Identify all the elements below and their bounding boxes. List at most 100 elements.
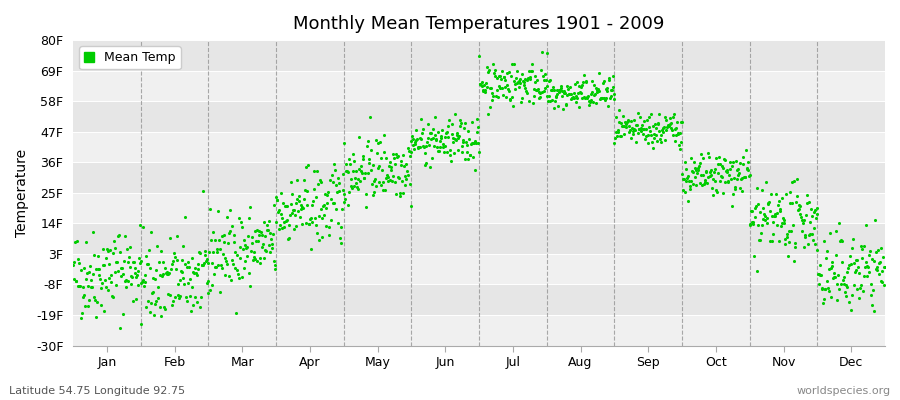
- Point: [734, 160, 748, 166]
- Point: [73, 282, 87, 289]
- Point: [617, 123, 632, 130]
- Point: [322, 232, 337, 238]
- Point: [616, 113, 630, 119]
- Point: [716, 156, 731, 162]
- Point: [593, 96, 608, 102]
- Point: [837, 281, 851, 287]
- Point: [276, 219, 291, 226]
- Point: [873, 258, 887, 265]
- Point: [146, 288, 160, 295]
- Point: [449, 130, 464, 136]
- Point: [551, 103, 565, 110]
- Point: [189, 270, 203, 277]
- Point: [470, 116, 484, 123]
- Point: [620, 118, 634, 125]
- Point: [565, 95, 580, 101]
- Point: [630, 110, 644, 116]
- Point: [288, 200, 302, 207]
- Point: [484, 85, 499, 91]
- Point: [346, 151, 360, 157]
- Point: [236, 246, 250, 252]
- Point: [331, 188, 346, 194]
- Point: [770, 202, 785, 208]
- Point: [715, 162, 729, 169]
- Point: [624, 118, 638, 124]
- Point: [144, 229, 158, 235]
- Point: [88, 265, 103, 272]
- Point: [857, 273, 871, 279]
- Point: [657, 137, 671, 143]
- Point: [496, 92, 510, 99]
- Point: [695, 182, 709, 188]
- Point: [836, 274, 850, 280]
- Point: [350, 184, 365, 190]
- Point: [659, 127, 673, 133]
- Point: [627, 126, 642, 132]
- Point: [503, 97, 517, 104]
- Point: [477, 82, 491, 88]
- Point: [506, 103, 520, 109]
- Point: [78, 239, 93, 245]
- Point: [577, 72, 591, 78]
- Point: [852, 270, 867, 276]
- Point: [186, 302, 201, 308]
- Point: [243, 204, 257, 210]
- Point: [686, 181, 700, 188]
- Point: [292, 198, 306, 205]
- Point: [257, 255, 272, 261]
- Point: [212, 208, 226, 214]
- Point: [433, 144, 447, 150]
- Point: [718, 179, 733, 185]
- Point: [387, 155, 401, 161]
- Point: [828, 274, 842, 280]
- Point: [724, 176, 738, 182]
- Point: [571, 90, 585, 96]
- Point: [268, 266, 283, 272]
- Point: [316, 203, 330, 209]
- Point: [81, 283, 95, 290]
- Text: worldspecies.org: worldspecies.org: [796, 386, 891, 396]
- Point: [614, 132, 628, 139]
- Point: [411, 144, 426, 150]
- Point: [779, 231, 794, 238]
- Point: [123, 244, 138, 250]
- Point: [183, 293, 197, 299]
- Point: [123, 281, 138, 287]
- Point: [453, 117, 467, 123]
- Point: [760, 220, 774, 226]
- Point: [777, 217, 791, 223]
- Point: [94, 302, 108, 308]
- Point: [671, 142, 686, 148]
- Point: [132, 222, 147, 229]
- Point: [171, 281, 185, 287]
- Point: [750, 268, 764, 274]
- Point: [626, 128, 641, 134]
- Point: [296, 205, 310, 212]
- Point: [691, 167, 706, 174]
- Point: [672, 130, 687, 136]
- Point: [266, 230, 280, 237]
- Point: [716, 165, 730, 171]
- Point: [685, 168, 699, 174]
- Point: [131, 255, 146, 262]
- Point: [510, 67, 525, 74]
- Bar: [73, 315, 885, 346]
- Point: [246, 257, 260, 263]
- Point: [676, 176, 690, 182]
- Point: [368, 176, 382, 182]
- Point: [318, 190, 332, 197]
- Point: [845, 292, 859, 298]
- Point: [178, 261, 193, 267]
- Point: [310, 180, 325, 187]
- Point: [302, 220, 316, 227]
- Point: [742, 173, 756, 179]
- Point: [466, 140, 481, 146]
- Point: [400, 168, 414, 175]
- Point: [780, 233, 795, 240]
- Point: [537, 71, 552, 77]
- Point: [662, 122, 676, 128]
- Point: [518, 76, 532, 82]
- Point: [655, 127, 670, 133]
- Point: [740, 165, 754, 172]
- Point: [641, 140, 655, 146]
